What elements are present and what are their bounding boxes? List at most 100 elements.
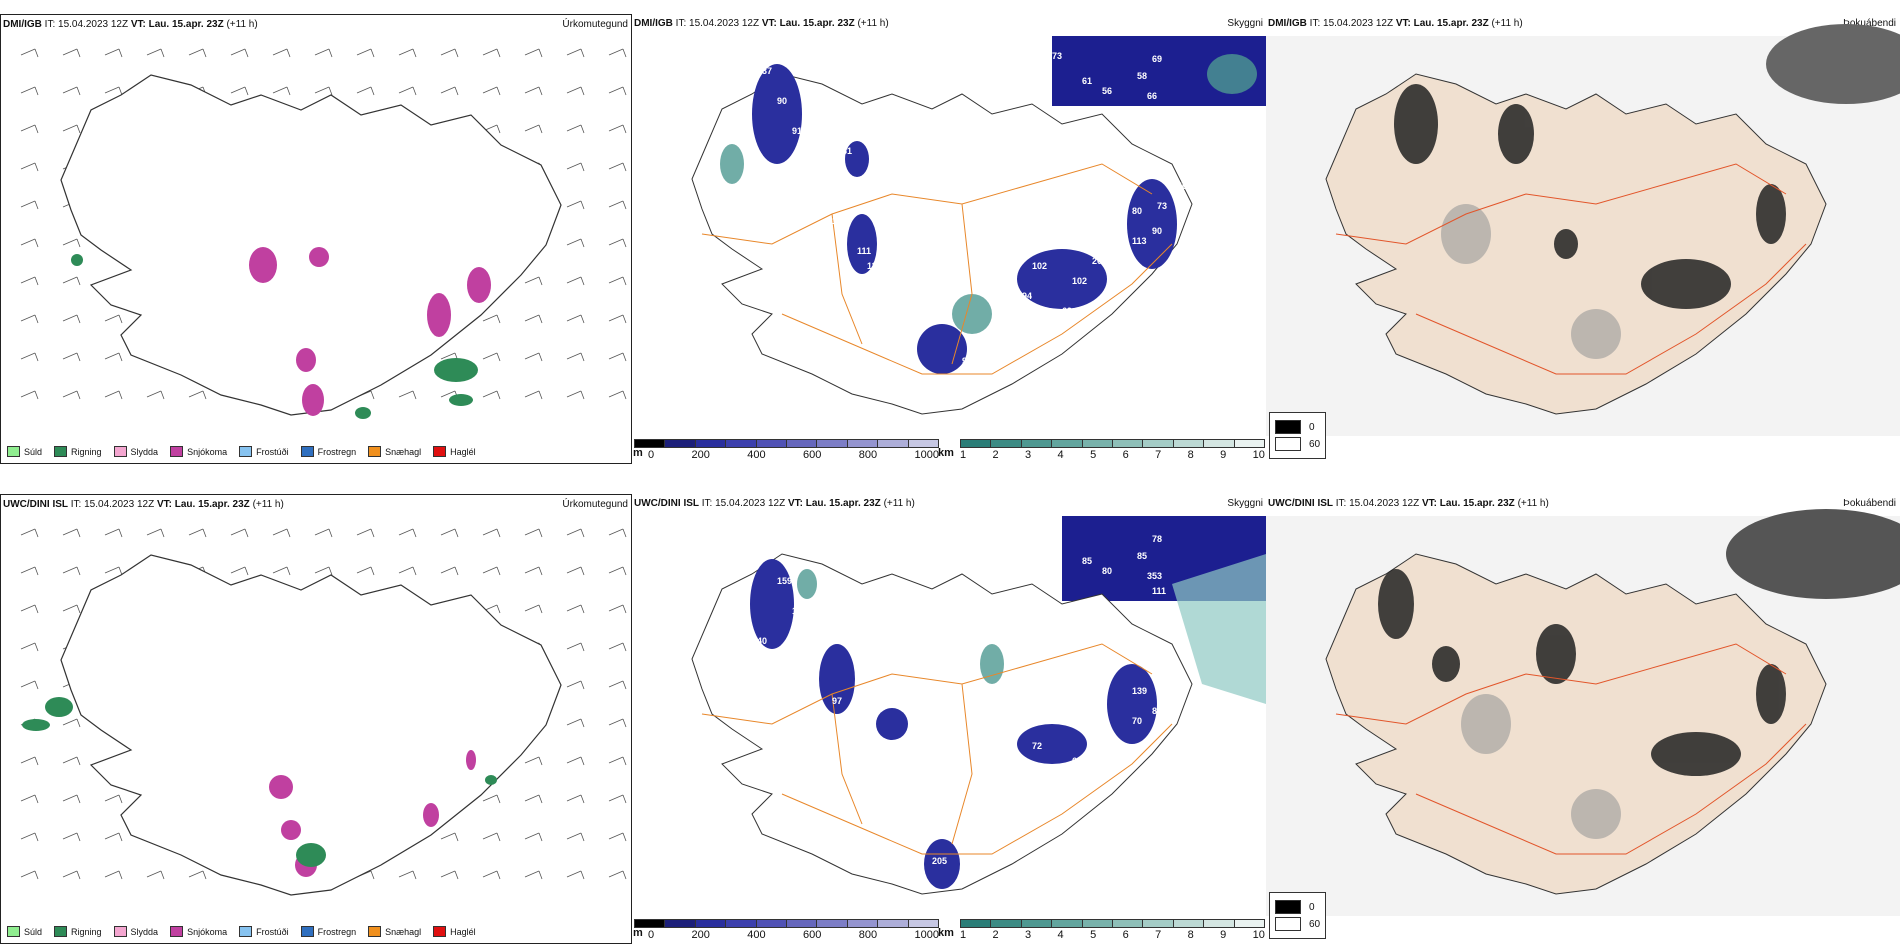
- precip-type-title: Úrkomutegund: [562, 19, 628, 30]
- legend-swatch: [368, 926, 382, 937]
- visibility-value: 90: [777, 96, 787, 106]
- scale-tick: 6: [1122, 929, 1129, 941]
- wind-barb: [524, 604, 543, 614]
- wind-barb: [608, 238, 627, 248]
- wind-barb: [482, 314, 501, 324]
- panel-title: UWC/DINI ISL IT: 15.04.2023 12Z VT: Lau.…: [3, 499, 284, 510]
- wind-barb: [566, 680, 585, 690]
- wind-barb: [608, 48, 627, 58]
- wind-barb: [566, 604, 585, 614]
- panel-title: DMI/IGB IT: 15.04.2023 12Z VT: Lau. 15.a…: [3, 19, 258, 30]
- wind-barb: [398, 566, 417, 576]
- legend-item-3: Snjókoma: [170, 926, 227, 937]
- wind-barb: [608, 604, 627, 614]
- scale-cell: [726, 920, 757, 927]
- wind-barb: [20, 832, 39, 842]
- visibility-value: 78: [1152, 534, 1162, 544]
- scale-tick: 200: [691, 449, 710, 461]
- wind-barb: [104, 48, 123, 58]
- precip-legend: Súld Rigning Slydda Snjókoma Frostúði Frostre…: [7, 926, 476, 937]
- visibility-value: 111: [857, 246, 871, 256]
- wind-barb: [440, 870, 459, 880]
- visibility-value: 80: [1102, 566, 1112, 576]
- precip-snow-areas: [249, 247, 491, 416]
- visibility-value: 88: [1092, 736, 1102, 746]
- wind-barb: [62, 604, 81, 614]
- legend-label: Haglél: [450, 446, 476, 457]
- precip-legend: Súld Rigning Slydda Snjókoma Frostúði Frostre…: [7, 446, 476, 457]
- wind-barb: [608, 794, 627, 804]
- wind-barb: [608, 756, 627, 766]
- wind-barb: [608, 314, 627, 324]
- wind-barb: [230, 86, 249, 96]
- wind-barb: [566, 352, 585, 362]
- scale-cell: [961, 440, 992, 447]
- wind-barb: [524, 86, 543, 96]
- scale-tick: 9: [1220, 929, 1227, 941]
- height-scale: m 0 200 400 600 800 1000: [633, 919, 939, 941]
- wind-barb: [104, 528, 123, 538]
- legend-item-2: Slydda: [113, 446, 158, 457]
- wind-barb: [524, 832, 543, 842]
- visibility-value: 73: [1052, 51, 1062, 61]
- visibility-value: 85: [1152, 706, 1162, 716]
- wind-barb: [524, 528, 543, 538]
- scale-cell: [1204, 440, 1235, 447]
- wind-barb: [608, 832, 627, 842]
- scale-tick: 8: [1187, 929, 1194, 941]
- legend-item-4: Frostúði: [239, 446, 289, 457]
- scale-cell: [908, 440, 939, 447]
- wind-barb: [230, 566, 249, 576]
- wind-barb: [62, 276, 81, 286]
- scale-tick: 600: [803, 449, 822, 461]
- cloud-panel-top: DMI/IGB IT: 15.04.2023 12Z VT: Lau. 15.a…: [1266, 14, 1900, 464]
- scale-cell: [635, 920, 666, 927]
- visibility-value: 200: [732, 106, 747, 116]
- wind-barb: [482, 528, 501, 538]
- visibility-value: 73: [1157, 201, 1167, 211]
- scale-cell: [1113, 440, 1144, 447]
- wind-barb: [566, 86, 585, 96]
- scale-tick: 1: [960, 929, 967, 941]
- visibility-value: 180: [832, 216, 847, 226]
- precip-rain-areas: [71, 254, 478, 419]
- scale-tick: 4: [1057, 449, 1064, 461]
- visibility-value: 91: [1052, 531, 1062, 541]
- wind-barb: [356, 86, 375, 96]
- legend-label: Snjókoma: [187, 446, 228, 457]
- scale-cell: [847, 920, 879, 927]
- wind-barb: [272, 528, 291, 538]
- cloud-key-row: 60: [1275, 437, 1320, 451]
- wind-barb: [524, 870, 543, 880]
- wind-barb: [20, 680, 39, 690]
- wind-barb: [104, 832, 123, 842]
- legend-label: Frostúði: [256, 446, 289, 457]
- legend-swatch: [433, 446, 447, 457]
- scale-cell: [991, 440, 1022, 447]
- cloud-key: 0 60: [1269, 412, 1327, 459]
- wind-barb: [608, 352, 627, 362]
- wind-barb: [524, 756, 543, 766]
- scale-tick: 5: [1090, 929, 1097, 941]
- wind-barb: [566, 200, 585, 210]
- visibility-value: 64: [1072, 756, 1082, 766]
- visibility-value: 83: [862, 656, 872, 666]
- wind-barb: [272, 48, 291, 58]
- scale-tick: 2: [992, 449, 999, 461]
- wind-barb: [440, 86, 459, 96]
- legend-swatch: [433, 926, 447, 937]
- cloud-map: [1266, 24, 1900, 436]
- legend-item-7: Haglél: [433, 446, 476, 457]
- legend-swatch: [7, 926, 20, 937]
- visibility-value: 110: [867, 261, 882, 271]
- scale-tick: 10: [1252, 449, 1265, 461]
- visibility-value: 112: [872, 761, 887, 771]
- visibility-value: 102: [1072, 276, 1087, 286]
- wind-barb: [62, 238, 81, 248]
- visibility-value: 66: [767, 656, 777, 666]
- visibility-value: 137: [757, 66, 772, 76]
- wind-barb: [524, 48, 543, 58]
- wind-barb: [146, 870, 165, 880]
- legend-label: Frostúði: [256, 926, 289, 937]
- wind-barb: [524, 314, 543, 324]
